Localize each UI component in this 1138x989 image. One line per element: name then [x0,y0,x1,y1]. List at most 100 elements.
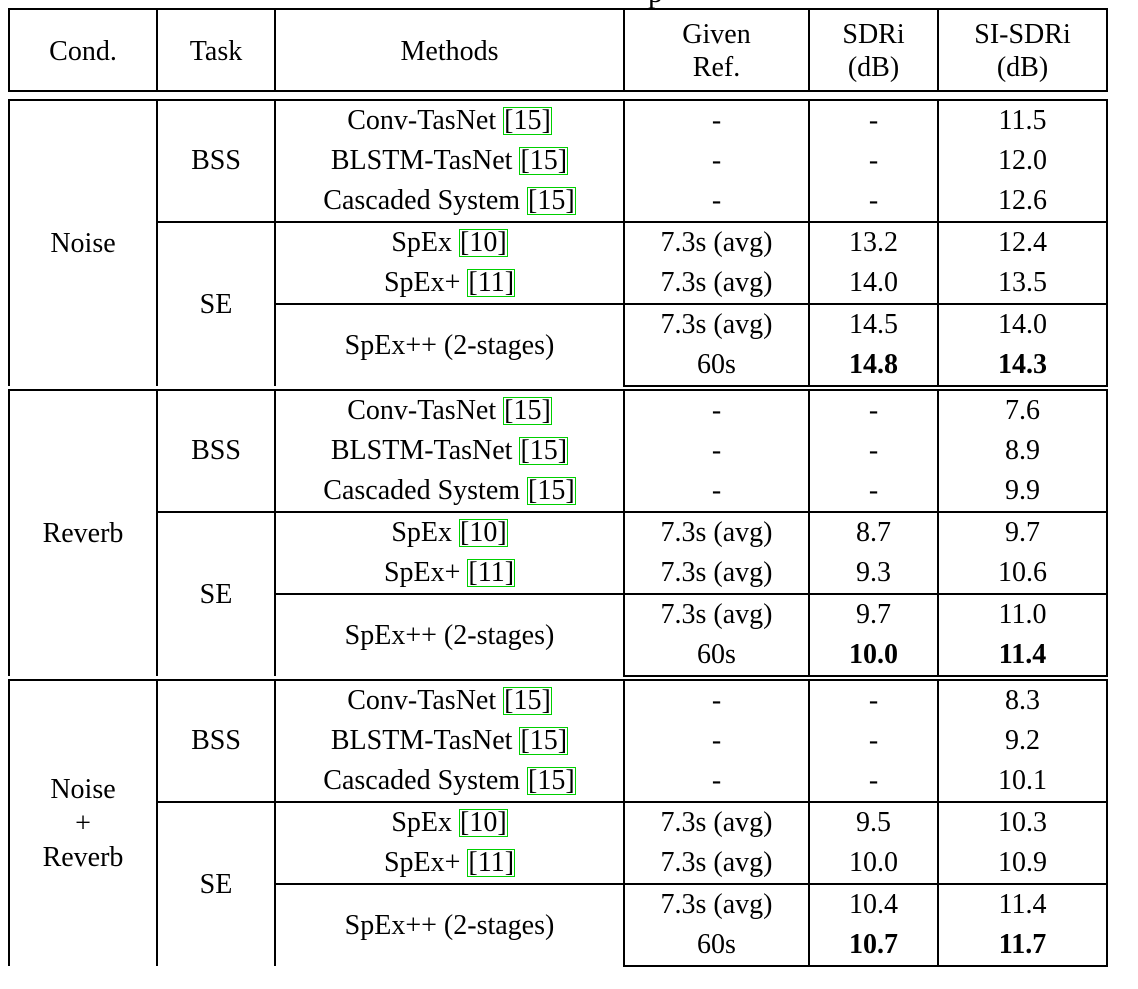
method-cell: SpEx+ [11] [274,843,625,884]
method-cell: BLSTM-TasNet [15] [274,431,625,471]
table-row: Noise + Reverb BSS Conv-TasNet [15] - - 8.… [8,679,1108,966]
given-ref-cell: - [623,389,810,431]
table-row: SE SpEx [10] 7.3s (avg) 13.2 12.4 [9,221,1108,386]
citation-link[interactable]: [10] [459,517,508,548]
given-ref-cell: 7.3s (avg) [623,883,810,925]
citation-link[interactable]: [11] [467,557,516,588]
sisdri-cell-best: 11.4 [937,635,1108,677]
table-row: Reverb BSS Conv-TasNet [15] - - 7.6 [8,389,1108,676]
given-ref-cell: - [623,99,810,141]
sisdri-cell: 11.4 [937,883,1108,925]
method-cell: Cascaded System [15] [274,181,625,222]
sdri-cell: 9.5 [808,801,939,843]
method-cell: SpEx+ [11] [274,263,625,304]
header-cond: Cond. [8,8,158,92]
citation-link[interactable]: [10] [459,807,508,838]
task-cell-bss: BSS [156,389,276,512]
sisdri-cell: 7.6 [937,389,1108,431]
table-row: 60s 10.0 11.4 [9,635,1108,677]
citation-link[interactable]: [15] [519,725,569,756]
citation-link[interactable]: [15] [519,145,569,176]
cond-cell: Noise + Reverb [8,679,158,966]
table-block-noise-reverb: Noise + Reverb BSS Conv-TasNet [15] - - 8.… [8,679,1108,967]
table-row: BLSTM-TasNet [15] - - 9.2 [9,721,1108,761]
given-ref-cell: 7.3s (avg) [623,843,810,884]
given-ref-cell: 7.3s (avg) [623,593,810,635]
given-ref-cell: 7.3s (avg) [623,511,810,553]
sdri-cell: - [808,181,939,222]
method-cell: SpEx+ [11] [274,553,625,594]
table-row: Noise BSS Conv-TasNet [15] - - 11.5 [8,99,1108,386]
given-ref-cell: 7.3s (avg) [623,221,810,263]
sdri-cell: - [808,471,939,512]
given-ref-cell: 7.3s (avg) [623,303,810,345]
citation-link[interactable]: [15] [519,435,569,466]
given-ref-cell: - [623,721,810,761]
sdri-cell: 8.7 [808,511,939,553]
citation-link[interactable]: [15] [527,185,576,216]
header-sdri: SDRi (dB) [808,8,939,92]
method-cell: Conv-TasNet [15] [274,99,625,141]
task-cell-se: SE [156,511,276,676]
citation-link[interactable]: [15] [503,395,552,426]
method-cell: Cascaded System [15] [274,761,625,802]
method-cell: SpEx [10] [274,511,625,553]
given-ref-cell: - [623,471,810,512]
table-row: 60s 10.7 11.7 [9,925,1108,967]
table-row: SE SpEx [10] 7.3s (avg) 9.5 10.3 [9,801,1108,966]
task-cell-se: SE [156,221,276,386]
sdri-cell: - [808,431,939,471]
sdri-cell: 13.2 [808,221,939,263]
method-cell: SpEx [10] [274,221,625,263]
given-ref-cell: 7.3s (avg) [623,553,810,594]
cond-cell: Noise [8,99,158,386]
given-ref-cell: 7.3s (avg) [623,801,810,843]
table-row: SE SpEx [10] 7.3s (avg) 8.7 9.7 [9,511,1108,676]
citation-link[interactable]: [10] [459,227,508,258]
sdri-cell: - [808,99,939,141]
table-block-reverb: Reverb BSS Conv-TasNet [15] - - 7.6 BLST… [8,389,1108,677]
sisdri-cell: 12.6 [937,181,1108,222]
sdri-cell: - [808,721,939,761]
method-cell: SpEx++ (2-stages) [274,593,625,676]
given-ref-cell: 60s [623,925,810,967]
sdri-cell: - [808,679,939,721]
header-given-ref: Given Ref. [623,8,810,92]
sisdri-cell: 9.9 [937,471,1108,512]
header-task: Task [156,8,276,92]
header-row: Cond. Task Methods Given Ref. SDRi (dB) SI… [8,8,1108,92]
cond-cell: Reverb [8,389,158,676]
method-cell: BLSTM-TasNet [15] [274,141,625,181]
sdri-cell: - [808,141,939,181]
table-row: 60s 14.8 14.3 [9,345,1108,387]
sisdri-cell: 11.0 [937,593,1108,635]
task-cell-se: SE [156,801,276,966]
table-row: SpEx++ (2-stages) 7.3s (avg) 10.4 11.4 [9,883,1108,966]
table-block-noise: Noise BSS Conv-TasNet [15] - - 11.5 BLST… [8,99,1108,387]
table-row: Cascaded System [15] - - 9.9 [9,471,1108,512]
sisdri-cell: 10.9 [937,843,1108,884]
table-header: Cond. Task Methods Given Ref. SDRi (dB) SI… [8,8,1108,92]
citation-link[interactable]: [15] [527,765,576,796]
sdri-cell: 9.3 [808,553,939,594]
table-row: BLSTM-TasNet [15] - - 12.0 [9,141,1108,181]
sdri-cell: 10.4 [808,883,939,925]
citation-link[interactable]: [15] [503,685,552,716]
table-row: Cascaded System [15] - - 12.6 [9,181,1108,222]
sisdri-cell: 12.0 [937,141,1108,181]
cut-off-caption-fragment: p [648,0,663,8]
table-row: SpEx+ [11] 7.3s (avg) 9.3 10.6 [9,553,1108,594]
sisdri-cell: 10.3 [937,801,1108,843]
sisdri-cell: 13.5 [937,263,1108,304]
sdri-cell: 14.5 [808,303,939,345]
citation-link[interactable]: [11] [467,267,516,298]
citation-link[interactable]: [15] [527,475,576,506]
citation-link[interactable]: [15] [503,105,552,136]
sisdri-cell-best: 11.7 [937,925,1108,967]
sdri-cell-best: 14.8 [808,345,939,387]
table-row: SpEx++ (2-stages) 7.3s (avg) 14.5 14.0 [9,303,1108,386]
header-methods: Methods [274,8,625,92]
sdri-cell: 9.7 [808,593,939,635]
sisdri-cell: 9.7 [937,511,1108,553]
citation-link[interactable]: [11] [467,847,516,878]
